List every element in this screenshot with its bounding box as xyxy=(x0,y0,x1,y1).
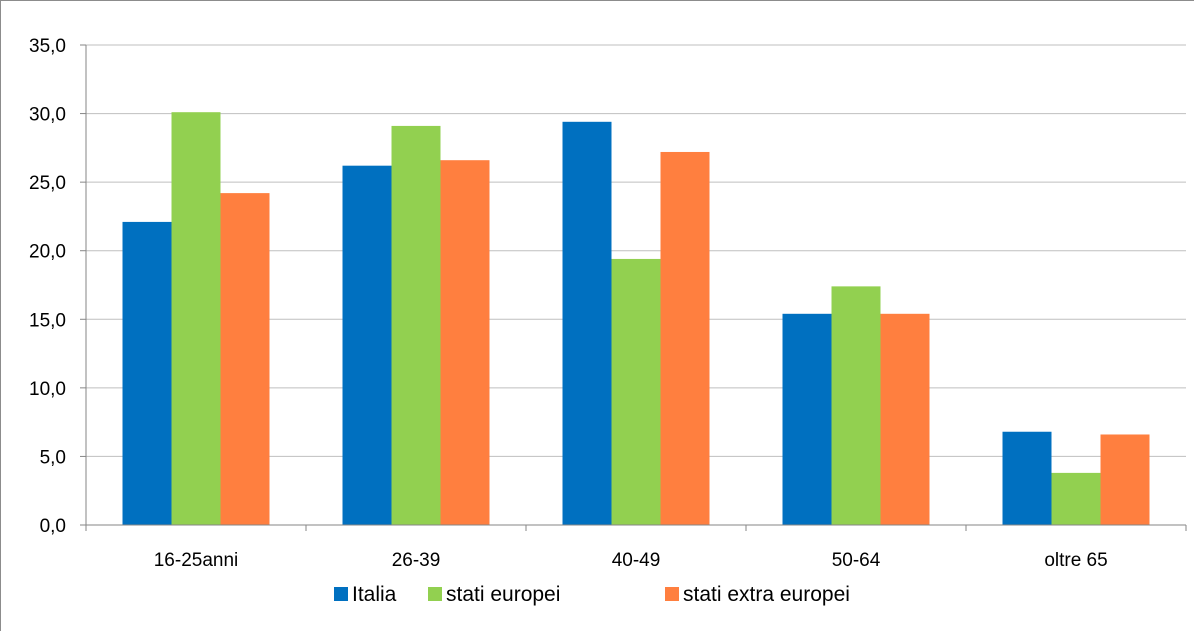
bar-stati-extra-europei xyxy=(220,193,270,525)
x-tick-label: 16-25anni xyxy=(154,550,239,571)
bar-stati-europei xyxy=(1051,472,1101,525)
y-tick-label: 30,0 xyxy=(29,105,66,126)
legend-swatch xyxy=(428,587,442,601)
legend-label: stati europei xyxy=(446,583,560,606)
axes xyxy=(80,44,1187,531)
y-axis-ticks: 0,0 5,0 10,0 15,0 20,0 25,0 30,0 35,0 xyxy=(29,36,66,537)
bar-stati-extra-europei xyxy=(440,160,490,525)
bar-stati-extra-europei xyxy=(880,313,930,525)
x-tick-label: 40-49 xyxy=(612,550,661,571)
legend-label: Italia xyxy=(352,583,397,606)
x-tick-label: oltre 65 xyxy=(1044,550,1107,571)
bar-stati-europei xyxy=(391,125,441,526)
bar-stati-europei xyxy=(171,112,221,525)
y-tick-label: 15,0 xyxy=(29,310,66,331)
y-tick-label: 10,0 xyxy=(29,379,66,400)
bar-italia xyxy=(1002,431,1052,525)
bars xyxy=(122,112,1150,526)
y-tick-label: 5,0 xyxy=(40,447,66,468)
bar-stati-extra-europei xyxy=(660,151,710,525)
bar-italia xyxy=(782,313,832,525)
x-tick-label: 50-64 xyxy=(832,550,881,571)
bar-italia xyxy=(342,165,392,525)
legend-label: stati extra europei xyxy=(683,583,850,606)
legend: Italia stati europei stati extra europei xyxy=(334,583,850,606)
bar-stati-europei xyxy=(611,258,661,525)
legend-swatch xyxy=(334,587,348,601)
bar-stati-extra-europei xyxy=(1100,434,1150,525)
x-tick-label: 26-39 xyxy=(392,550,441,571)
y-tick-label: 20,0 xyxy=(29,242,66,263)
legend-swatch xyxy=(665,587,679,601)
y-tick-label: 25,0 xyxy=(29,173,66,194)
bar-stati-europei xyxy=(831,286,881,525)
x-axis-ticks: 16-25anni 26-39 40-49 50-64 oltre 65 xyxy=(154,550,1108,571)
y-tick-label: 0,0 xyxy=(40,516,66,537)
bar-italia xyxy=(122,221,172,525)
y-tick-label: 35,0 xyxy=(29,36,66,57)
bar-italia xyxy=(562,121,612,526)
